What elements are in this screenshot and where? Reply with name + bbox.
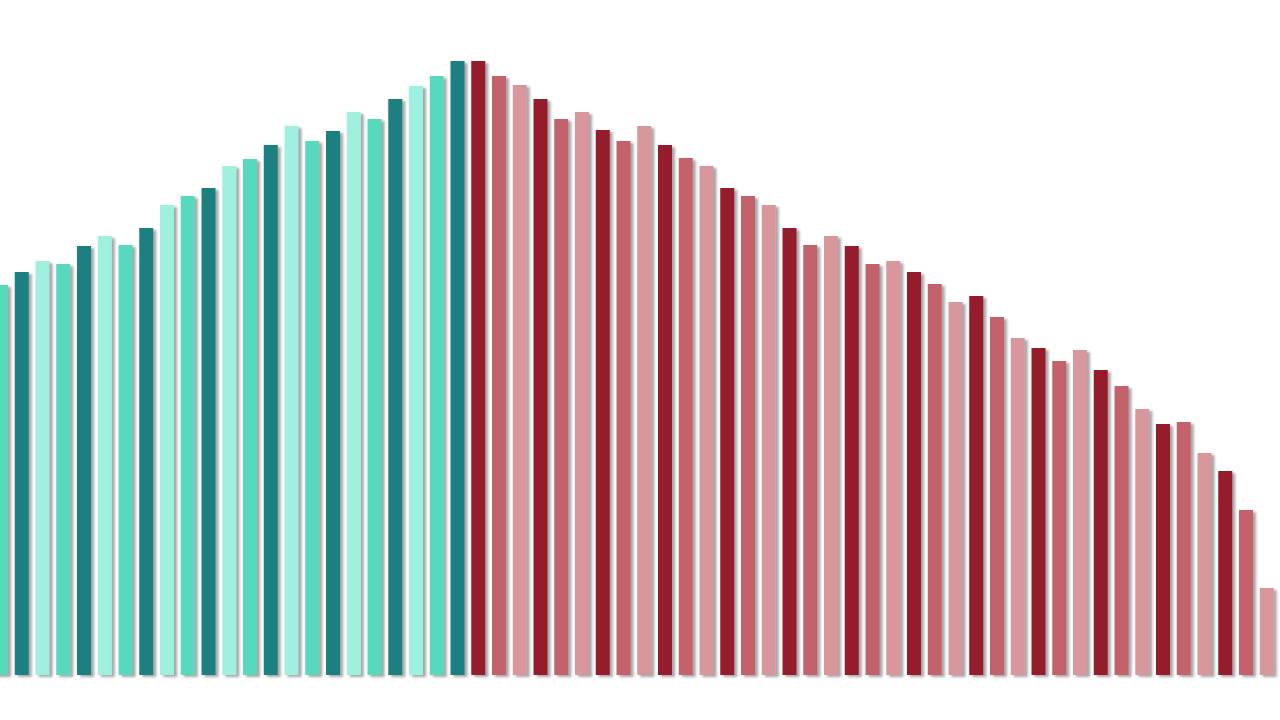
bar: [0, 285, 8, 675]
bar: [927, 284, 942, 675]
bar: [1010, 338, 1025, 675]
bar: [284, 126, 299, 675]
bar: [1239, 510, 1253, 675]
bar: [678, 158, 693, 675]
bar: [969, 296, 984, 675]
bar: [741, 196, 755, 675]
bar: [1197, 453, 1212, 675]
bar: [160, 205, 174, 675]
bar: [367, 119, 382, 675]
bar: [56, 264, 71, 675]
bar: [803, 245, 818, 675]
bar: [907, 272, 921, 675]
bar: [616, 141, 631, 675]
bar: [35, 261, 50, 675]
bar: [512, 85, 527, 675]
bar: [243, 159, 257, 675]
bar: [554, 119, 569, 675]
bar: [782, 228, 797, 675]
bar: [948, 302, 963, 675]
bar: [699, 166, 714, 675]
bar: [180, 196, 195, 675]
bar: [1114, 386, 1129, 675]
bar: [658, 145, 672, 675]
bar: [450, 61, 465, 675]
bar: [595, 130, 610, 675]
bar: [990, 317, 1004, 675]
bar: [201, 188, 216, 675]
bar: [263, 145, 278, 675]
bar: [575, 112, 589, 675]
bar: [77, 246, 91, 675]
bar: [97, 236, 112, 675]
bar: [824, 236, 838, 675]
bar: [1093, 370, 1108, 675]
bar: [1135, 409, 1150, 675]
bar: [409, 86, 423, 675]
bar: [118, 245, 133, 675]
bar: [1218, 471, 1233, 675]
bar: [305, 141, 320, 675]
bar: [1073, 350, 1087, 675]
bar: [637, 126, 652, 675]
bar: [471, 61, 486, 675]
bar: [720, 188, 735, 675]
bar: [1176, 422, 1191, 675]
bar: [1052, 361, 1067, 675]
bar: [14, 272, 29, 675]
bar: [1031, 348, 1046, 675]
bar: [761, 205, 776, 675]
bar: [326, 131, 340, 675]
bar: [865, 264, 880, 675]
bar: [388, 99, 403, 675]
bar: [222, 166, 237, 675]
bar: [139, 228, 154, 675]
bar: [429, 76, 444, 675]
bar: [886, 261, 901, 675]
bar: [1259, 588, 1274, 675]
bar: [844, 246, 859, 675]
bar: [492, 76, 506, 675]
bar: [533, 99, 548, 675]
bar: [1156, 424, 1170, 675]
bar: [346, 112, 361, 675]
